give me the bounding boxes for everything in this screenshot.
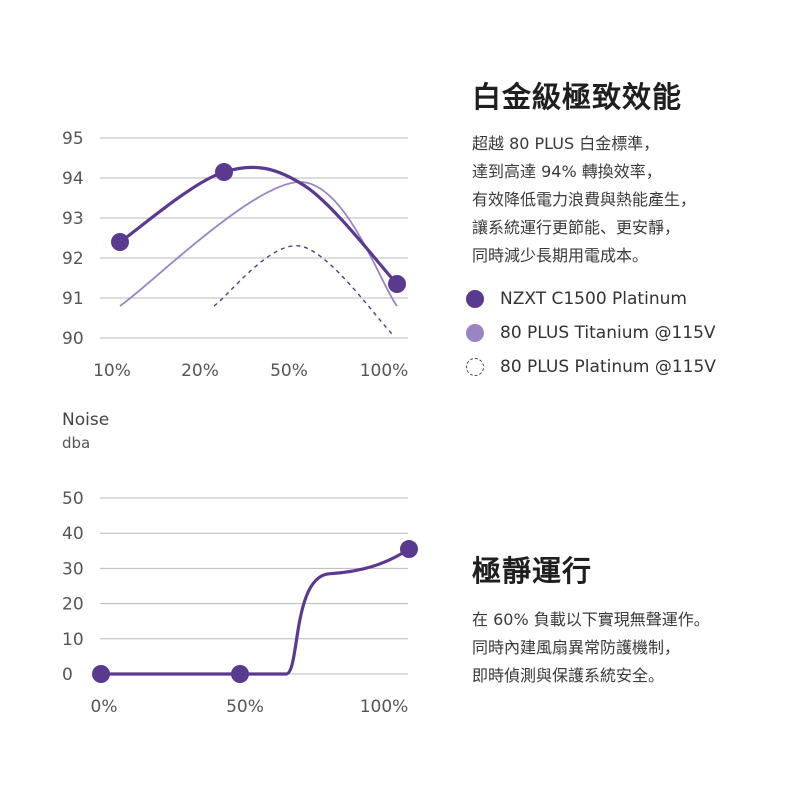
efficiency-heading: 白金級極致效能: [472, 80, 683, 114]
y-tick-label: 90: [62, 329, 84, 349]
x-tick-label: 100%: [360, 361, 409, 381]
noise-line: 即時偵測與保護系統安全。: [472, 666, 665, 685]
x-tick-label: 10%: [93, 361, 131, 381]
legend-label: NZXT C1500 Platinum: [500, 289, 687, 309]
noise-chart: Noise dba 50 40 30 20 10 0 0% 50% 100%: [62, 410, 418, 717]
efficiency-markers: [111, 163, 406, 293]
data-point-nzxt: [111, 233, 129, 251]
series-line-nzxt: [119, 165, 399, 286]
series-line-nzxt-noise: [101, 547, 410, 676]
noise-line: 同時內建風扇異常防護機制，: [472, 638, 681, 657]
data-point-nzxt-noise: [400, 540, 418, 559]
efficiency-panel: 白金級極致效能 超越 80 PLUS 白金標準， 達到高達 94% 轉換效率， …: [472, 74, 782, 270]
data-point-nzxt-noise: [231, 665, 249, 683]
efficiency-line: 超越 80 PLUS 白金標準，: [472, 134, 660, 153]
efficiency-line: 讓系統運行更節能、更安靜，: [472, 218, 681, 237]
efficiency-series: [119, 165, 399, 337]
data-point-nzxt: [215, 163, 233, 181]
legend-swatch-titanium: [466, 324, 484, 342]
series-line-platinum: [213, 245, 395, 337]
noise-grid: 50 40 30 20 10 0 0% 50% 100%: [62, 489, 408, 717]
legend-item-titanium: 80 PLUS Titanium @115V: [466, 316, 716, 350]
legend-item-nzxt: NZXT C1500 Platinum: [466, 282, 716, 316]
y-tick-label: 20: [62, 595, 84, 615]
noise-heading: 極靜運行: [472, 554, 593, 588]
y-tick-label: 0: [62, 665, 73, 685]
legend-label: 80 PLUS Platinum @115V: [500, 357, 716, 377]
efficiency-line: 有效降低電力浪費與熱能產生，: [472, 190, 697, 209]
noise-line: 在 60% 負載以下實現無聲運作。: [472, 610, 710, 629]
y-tick-label: 91: [62, 289, 84, 309]
x-tick-label: 50%: [270, 361, 308, 381]
data-point-nzxt: [388, 275, 406, 293]
y-tick-label: 40: [62, 524, 84, 544]
y-tick-label: 92: [62, 249, 84, 269]
noise-panel: 極靜運行 在 60% 負載以下實現無聲運作。 同時內建風扇異常防護機制， 即時偵…: [472, 548, 782, 690]
noise-description: 在 60% 負載以下實現無聲運作。 同時內建風扇異常防護機制， 即時偵測與保護系…: [472, 606, 782, 690]
y-tick-label: 50: [62, 489, 84, 509]
efficiency-line: 同時減少長期用電成本。: [472, 246, 649, 265]
noise-series: [101, 547, 410, 676]
x-tick-label: 20%: [181, 361, 219, 381]
y-tick-label: 95: [62, 129, 84, 149]
legend-swatch-nzxt: [466, 290, 484, 308]
efficiency-description: 超越 80 PLUS 白金標準， 達到高達 94% 轉換效率， 有效降低電力浪費…: [472, 130, 782, 270]
data-point-nzxt-noise: [92, 665, 110, 683]
y-tick-label: 10: [62, 630, 84, 650]
y-tick-label: 93: [62, 209, 84, 229]
y-tick-label: 94: [62, 169, 84, 189]
noise-markers: [92, 540, 418, 683]
legend-label: 80 PLUS Titanium @115V: [500, 323, 716, 343]
efficiency-chart: 95 94 93 92 91 90 10% 20% 50% 100%: [62, 129, 408, 381]
y-tick-label: 30: [62, 559, 84, 579]
series-line-titanium: [119, 181, 398, 307]
legend-item-platinum: 80 PLUS Platinum @115V: [466, 350, 716, 384]
x-tick-label: 100%: [360, 697, 409, 717]
noise-axis-label: Noise: [62, 410, 109, 430]
chart-legend: NZXT C1500 Platinum 80 PLUS Titanium @11…: [466, 282, 716, 384]
noise-axis-unit: dba: [62, 434, 90, 452]
efficiency-grid: 95 94 93 92 91 90 10% 20% 50% 100%: [62, 129, 408, 381]
x-tick-label: 50%: [226, 697, 264, 717]
x-tick-label: 0%: [91, 697, 118, 717]
legend-swatch-platinum: [466, 358, 484, 376]
efficiency-line: 達到高達 94% 轉換效率，: [472, 162, 662, 181]
